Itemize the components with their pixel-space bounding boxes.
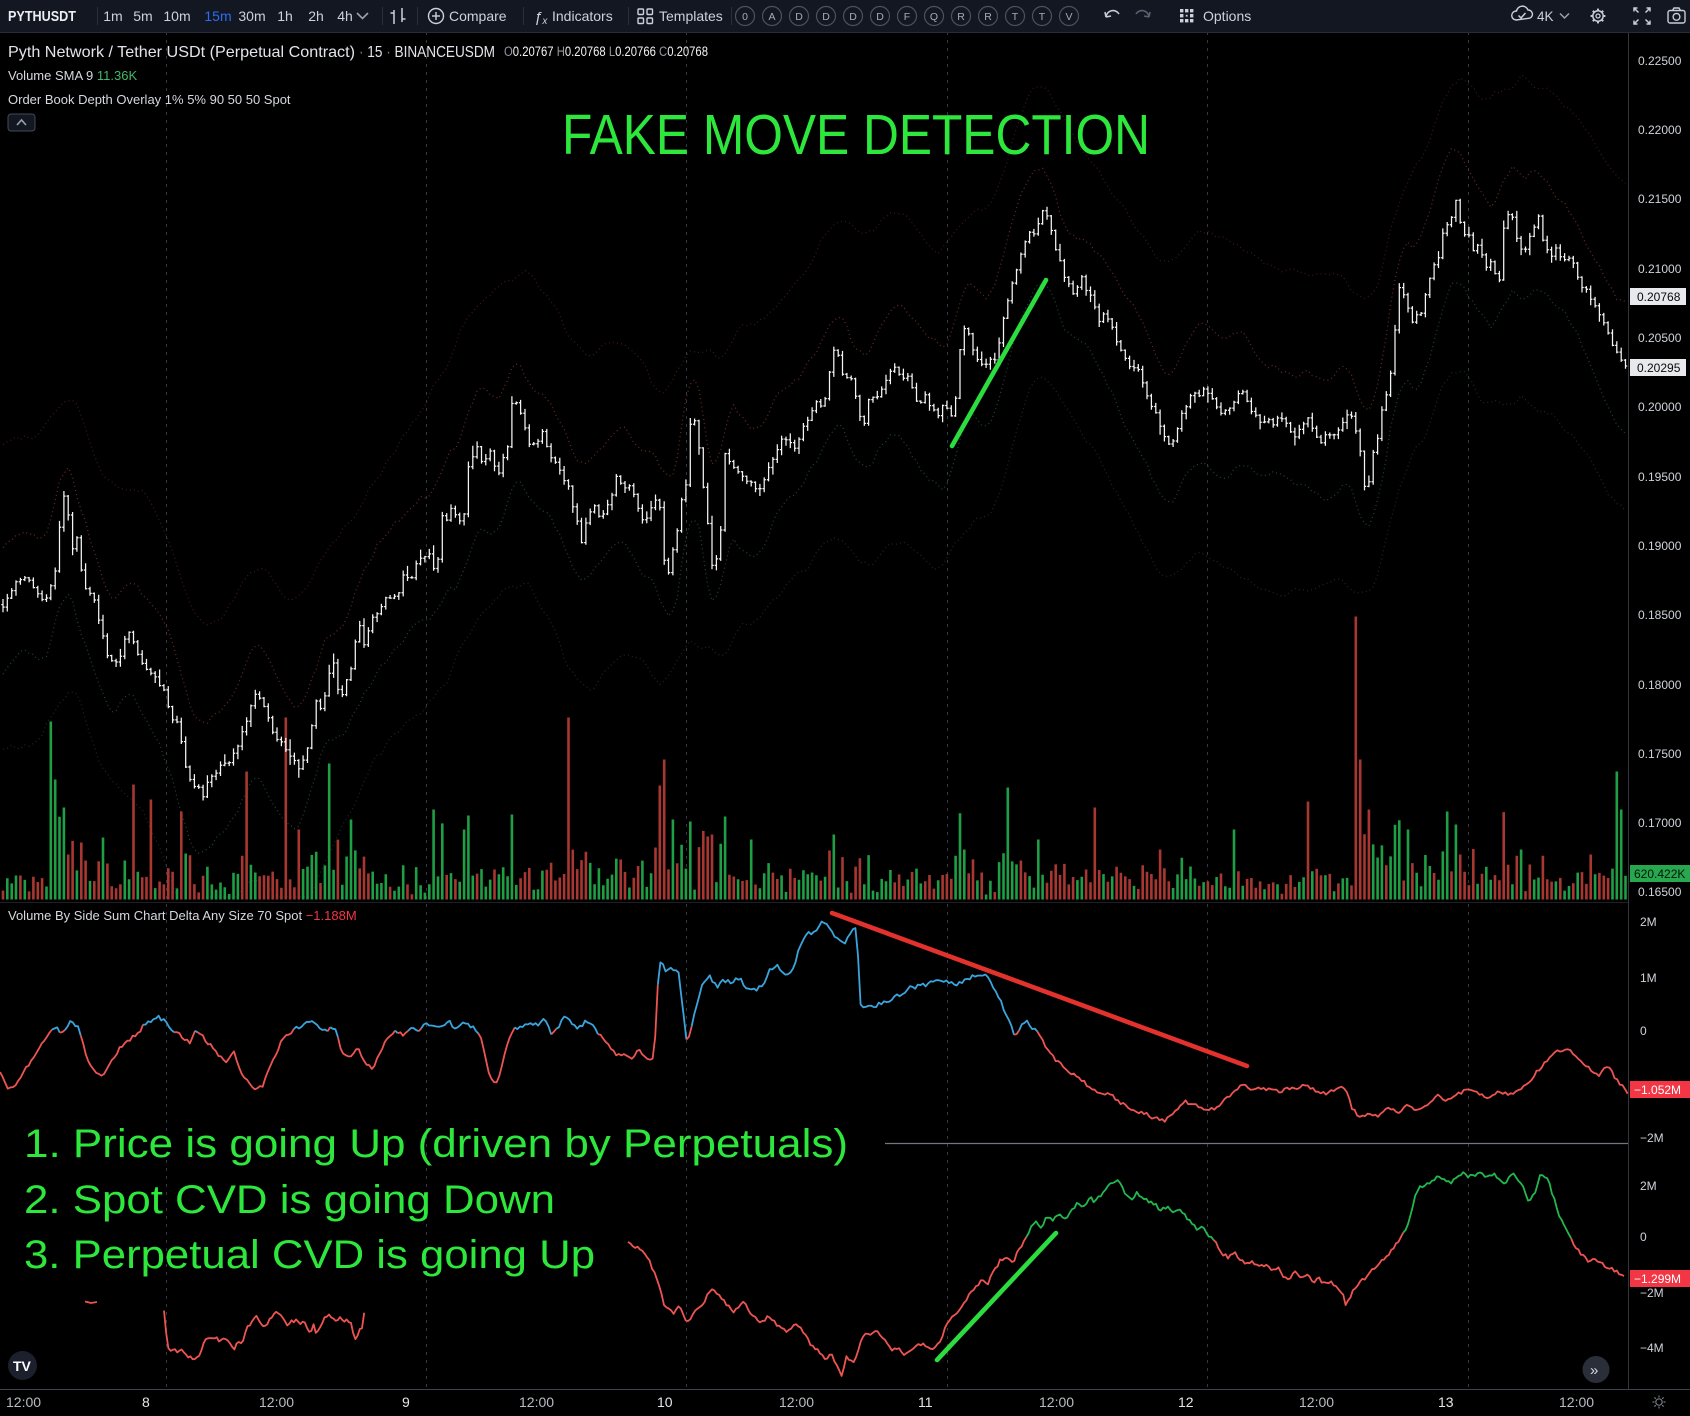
svg-text:»: »	[1590, 1362, 1598, 1379]
svg-text:0.18500: 0.18500	[1638, 608, 1682, 622]
svg-text:9: 9	[402, 1394, 410, 1410]
svg-text:0.21000: 0.21000	[1638, 262, 1682, 276]
svg-text:13: 13	[1438, 1394, 1454, 1410]
svg-text:12:00: 12:00	[779, 1394, 814, 1410]
svg-text:0: 0	[1640, 1230, 1647, 1244]
svg-text:−1.299M: −1.299M	[1634, 1272, 1681, 1286]
svg-text:12:00: 12:00	[519, 1394, 554, 1410]
svg-text:−2M: −2M	[1640, 1131, 1664, 1145]
svg-text:Q: Q	[930, 11, 938, 23]
svg-text:R: R	[984, 11, 992, 23]
svg-text:D: D	[795, 11, 803, 23]
svg-text:1h: 1h	[277, 8, 293, 24]
svg-text:−1.052M: −1.052M	[1634, 1083, 1681, 1097]
svg-text:V: V	[1065, 11, 1072, 23]
svg-text:PYTHUSDT: PYTHUSDT	[8, 8, 76, 25]
svg-text:0.18000: 0.18000	[1638, 678, 1682, 692]
svg-text:5m: 5m	[133, 8, 152, 24]
svg-text:620.422K: 620.422K	[1634, 867, 1685, 881]
svg-text:12:00: 12:00	[1559, 1394, 1594, 1410]
svg-text:1M: 1M	[1640, 971, 1657, 985]
svg-text:0: 0	[1640, 1024, 1647, 1038]
svg-text:Options: Options	[1203, 8, 1251, 24]
svg-text:−4M: −4M	[1640, 1341, 1664, 1355]
svg-text:Indicators: Indicators	[552, 8, 613, 24]
svg-text:0.22000: 0.22000	[1638, 123, 1682, 137]
svg-text:2. Spot CVD is going Down: 2. Spot CVD is going Down	[24, 1178, 555, 1222]
svg-text:12:00: 12:00	[1039, 1394, 1074, 1410]
svg-text:0.20768: 0.20768	[1637, 290, 1681, 304]
svg-text:Templates: Templates	[659, 8, 723, 24]
svg-text:O0.20767 H0.20768 L0.20766 C0.: O0.20767 H0.20768 L0.20766 C0.20768	[504, 44, 708, 59]
svg-text:TV: TV	[13, 1358, 32, 1374]
svg-text:0.22500: 0.22500	[1638, 54, 1682, 68]
svg-text:12:00: 12:00	[1299, 1394, 1334, 1410]
svg-text:4h: 4h	[337, 8, 353, 24]
svg-text:0.20295: 0.20295	[1637, 361, 1681, 375]
svg-text:−2M: −2M	[1640, 1286, 1664, 1300]
svg-text:A: A	[768, 11, 775, 23]
svg-text:15m: 15m	[204, 8, 231, 24]
svg-text:0.17500: 0.17500	[1638, 747, 1682, 761]
svg-text:10: 10	[657, 1394, 673, 1410]
svg-text:12:00: 12:00	[6, 1394, 41, 1410]
svg-text:0.16500: 0.16500	[1638, 885, 1682, 899]
svg-text:1m: 1m	[103, 8, 122, 24]
svg-text:R: R	[957, 11, 965, 23]
svg-text:Compare: Compare	[449, 8, 507, 24]
svg-text:1. Price is going Up (driven b: 1. Price is going Up (driven by Perpetua…	[24, 1122, 848, 1166]
svg-text:F: F	[904, 11, 910, 23]
svg-text:11: 11	[918, 1394, 933, 1410]
svg-text:0.20500: 0.20500	[1638, 331, 1682, 345]
svg-text:2h: 2h	[308, 8, 324, 24]
svg-text:0.20000: 0.20000	[1638, 400, 1682, 414]
svg-text:2M: 2M	[1640, 915, 1657, 929]
svg-text:D: D	[876, 11, 884, 23]
svg-text:0.21500: 0.21500	[1638, 192, 1682, 206]
svg-text:12:00: 12:00	[259, 1394, 294, 1410]
svg-text:8: 8	[142, 1394, 150, 1410]
svg-text:12: 12	[1178, 1394, 1194, 1410]
svg-text:0.17000: 0.17000	[1638, 816, 1682, 830]
svg-text:10m: 10m	[163, 8, 190, 24]
svg-text:0.19500: 0.19500	[1638, 470, 1682, 484]
svg-text:Order Book Depth Overlay 1% 5%: Order Book Depth Overlay 1% 5% 90 50 50 …	[8, 92, 291, 107]
svg-text:D: D	[822, 11, 830, 23]
svg-text:4K: 4K	[1537, 9, 1554, 24]
svg-text:0.19000: 0.19000	[1638, 539, 1682, 553]
svg-text:FAKE MOVE DETECTION: FAKE MOVE DETECTION	[562, 103, 1150, 167]
svg-text:2M: 2M	[1640, 1179, 1657, 1193]
svg-text:Volume SMA 9 11.36K: Volume SMA 9 11.36K	[8, 68, 137, 83]
svg-text:D: D	[849, 11, 857, 23]
svg-text:Volume By Side Sum Chart Delta: Volume By Side Sum Chart Delta Any Size …	[8, 908, 357, 923]
svg-text:0: 0	[742, 11, 748, 23]
svg-text:Pyth Network / Tether USDt (Pe: Pyth Network / Tether USDt (Perpetual Co…	[8, 44, 355, 61]
svg-text:3. Perpetual CVD is going Up: 3. Perpetual CVD is going Up	[24, 1233, 595, 1277]
svg-text:T: T	[1012, 11, 1019, 23]
svg-text:· 15 · BINANCEUSDM: · 15 · BINANCEUSDM	[359, 44, 495, 61]
svg-text:T: T	[1039, 11, 1046, 23]
svg-text:30m: 30m	[238, 8, 265, 24]
